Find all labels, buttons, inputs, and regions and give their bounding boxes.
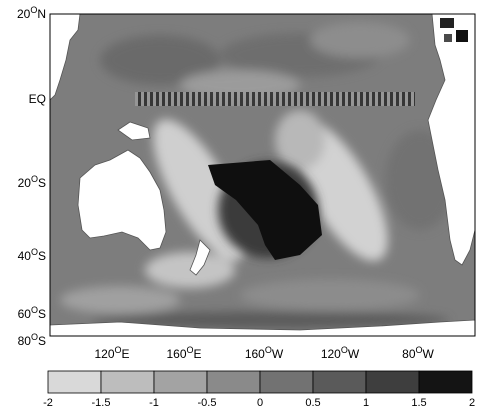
x-axis-ticks: 120OE 160OE 160OW 120OW 80OW bbox=[94, 345, 434, 361]
colorbar-label: -0.5 bbox=[198, 397, 217, 409]
y-tick-label: 20ON bbox=[17, 5, 46, 21]
y-tick-label: EQ bbox=[29, 92, 46, 106]
colorbar-swatch bbox=[207, 371, 260, 393]
x-tick-label: 120OW bbox=[321, 345, 360, 361]
colorbar-swatch bbox=[154, 371, 207, 393]
colorbar-label: 1.5 bbox=[411, 397, 426, 409]
colorbar: -2 -1.5 -1 -0.5 0 0.5 1 1.5 2 bbox=[43, 371, 475, 409]
colorbar-swatch bbox=[260, 371, 313, 393]
colorbar-swatch bbox=[419, 371, 472, 393]
y-tick-label: 80OS bbox=[18, 332, 46, 348]
y-tick-label: 40OS bbox=[18, 247, 46, 263]
colorbar-swatch bbox=[366, 371, 419, 393]
colorbar-label: 0 bbox=[257, 397, 263, 409]
colorbar-swatch bbox=[48, 371, 101, 393]
x-tick-label: 120OE bbox=[94, 345, 129, 361]
equatorial-stripe-band bbox=[135, 92, 415, 106]
x-tick-label: 160OW bbox=[245, 345, 284, 361]
colorbar-label: 1 bbox=[363, 397, 369, 409]
y-tick-label: 20OS bbox=[18, 174, 46, 190]
colorbar-label: -1.5 bbox=[92, 397, 111, 409]
map-panel bbox=[50, 14, 475, 336]
x-tick-label: 80OW bbox=[402, 345, 434, 361]
colorbar-swatch bbox=[101, 371, 154, 393]
colorbar-label: 2 bbox=[469, 397, 475, 409]
y-tick-label: 60OS bbox=[18, 305, 46, 321]
y-axis-ticks: 20ON EQ 20OS 40OS 60OS 80OS bbox=[17, 5, 46, 348]
colorbar-label: -1 bbox=[149, 397, 159, 409]
colorbar-label: -2 bbox=[43, 397, 53, 409]
colorbar-swatch bbox=[313, 371, 366, 393]
colorbar-label: 0.5 bbox=[305, 397, 320, 409]
x-tick-label: 160OE bbox=[166, 345, 201, 361]
